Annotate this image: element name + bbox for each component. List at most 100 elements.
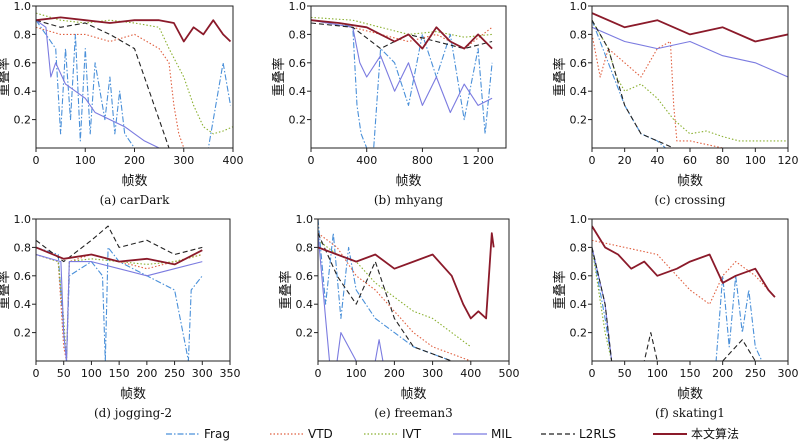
x-axis-title: 帧数	[395, 174, 421, 189]
y-tick-label: 0.2	[296, 327, 314, 340]
legend-label: Frag	[204, 427, 230, 441]
x-tick-label: 60	[683, 154, 697, 167]
y-tick-label: 0.6	[570, 270, 588, 283]
x-tick-label: 200	[384, 367, 405, 380]
legend-label: L2RLS	[579, 427, 616, 441]
series-line-5	[592, 225, 776, 298]
y-tick-label: 0.2	[14, 327, 32, 340]
x-tick-label: 400	[223, 154, 244, 167]
series-line-5	[36, 246, 203, 266]
x-tick-label: 0	[33, 154, 40, 167]
y-tick-label: 0.2	[289, 114, 307, 127]
x-tick-label: 800	[412, 154, 433, 167]
y-tick-label: 0.2	[14, 114, 32, 127]
series-line-4	[592, 19, 788, 148]
panel-caption: (b) mhyang	[374, 193, 444, 207]
y-axis-title: 重叠率	[0, 57, 12, 96]
series-line-0	[592, 20, 788, 148]
x-tick-label: 150	[109, 367, 130, 380]
y-tick-label: 0.4	[570, 85, 588, 98]
y-tick-label: 0.6	[14, 57, 32, 70]
y-tick-label: 1.0	[570, 213, 588, 226]
x-tick-label: 250	[164, 367, 185, 380]
x-tick-label: 0	[589, 154, 596, 167]
chart-panel-3: 0 50 100 150 200 250 300 350 0.2 0.4 0.6 0.8 1.0 帧数 重叠…	[0, 213, 241, 420]
x-tick-label: 250	[745, 367, 766, 380]
panel-caption: (d) jogging-2	[94, 406, 172, 420]
chart-panel-5: 0 50 100 150 200 250 300 0.2 0.4 0.6 0.8 1.0 帧数 重叠率 (f…	[552, 213, 799, 420]
legend-item-3: MIL	[453, 427, 512, 441]
y-tick-label: 1.0	[14, 213, 32, 226]
x-tick-label: 100	[647, 367, 668, 380]
x-tick-label: 0	[33, 367, 40, 380]
x-tick-label: 100	[81, 367, 102, 380]
x-tick-label: 50	[618, 367, 632, 380]
chart-panel-0: 0 100 200 300 400 0.2 0.4 0.6 0.8 1.0 帧数 重叠率 (a) car…	[0, 0, 244, 207]
legend-label: VTD	[308, 427, 333, 441]
series-line-5	[592, 12, 788, 43]
y-axis-title: 重叠率	[278, 270, 294, 309]
legend-item-2: IVT	[364, 427, 422, 441]
series-group	[318, 219, 495, 361]
series-line-4	[311, 22, 493, 50]
y-tick-label: 1.0	[296, 213, 314, 226]
chart-panel-1: 0 400 800 1 200 0.2 0.4 0.6 0.8 1.0 帧数 重叠率 (b) mhya…	[271, 0, 507, 207]
legend-label: MIL	[491, 427, 512, 441]
series-line-4	[592, 247, 769, 361]
x-tick-label: 0	[589, 367, 596, 380]
panel-caption: (f) skating1	[655, 406, 725, 420]
chart-panel-2: 0 20 40 60 80 100 120 0.2 0.4 0.6 0.8 1.0 帧数 重叠率 (c) c…	[552, 0, 799, 207]
legend-item-0: Frag	[166, 427, 230, 441]
series-line-5	[311, 19, 493, 50]
legend-item-4: L2RLS	[541, 427, 616, 441]
series-line-0	[318, 219, 494, 361]
y-tick-label: 0.4	[14, 298, 32, 311]
series-line-1	[36, 26, 233, 148]
x-tick-label: 100	[745, 154, 766, 167]
series-line-5	[318, 232, 495, 320]
chart-panel-4: 0 100 200 300 400 500 0.2 0.4 0.6 0.8 1.0 帧数 重叠率 (e) …	[278, 213, 520, 420]
series-line-3	[318, 233, 494, 361]
y-tick-label: 0.8	[14, 28, 32, 41]
legend-label: IVT	[402, 427, 422, 441]
series-line-2	[592, 19, 788, 142]
x-axis-title: 帧数	[400, 387, 426, 402]
x-tick-label: 350	[220, 367, 241, 380]
x-tick-label: 1 200	[462, 154, 494, 167]
series-line-3	[592, 247, 775, 361]
series-line-5	[36, 16, 232, 43]
legend-item-1: VTD	[270, 427, 333, 441]
y-tick-label: 0.2	[570, 327, 588, 340]
series-line-4	[36, 19, 233, 148]
series-group	[36, 225, 203, 361]
series-group	[592, 12, 788, 148]
series-line-4	[36, 225, 203, 263]
y-tick-label: 0.4	[289, 85, 307, 98]
series-group	[311, 16, 493, 148]
y-tick-label: 0.6	[296, 270, 314, 283]
y-tick-label: 1.0	[289, 0, 307, 13]
x-tick-label: 40	[650, 154, 664, 167]
x-tick-label: 300	[422, 367, 443, 380]
series-line-3	[36, 19, 160, 148]
x-tick-label: 20	[618, 154, 632, 167]
y-axis-title: 重叠率	[552, 57, 568, 96]
x-axis-title: 帧数	[677, 387, 703, 402]
x-tick-label: 200	[712, 367, 733, 380]
series-line-1	[592, 239, 776, 305]
series-line-3	[592, 26, 788, 78]
series-line-4	[318, 232, 471, 361]
series-line-1	[318, 232, 471, 361]
y-tick-label: 1.0	[14, 0, 32, 13]
x-tick-label: 300	[173, 154, 194, 167]
x-tick-label: 0	[315, 367, 322, 380]
y-axis-title: 重叠率	[271, 57, 287, 96]
plot-frame	[591, 5, 789, 149]
plot-frame	[35, 218, 231, 362]
legend-label: 本文算法	[691, 426, 739, 441]
series-line-2	[592, 247, 775, 361]
panel-caption: (a) carDark	[100, 193, 170, 207]
x-tick-label: 500	[499, 367, 520, 380]
